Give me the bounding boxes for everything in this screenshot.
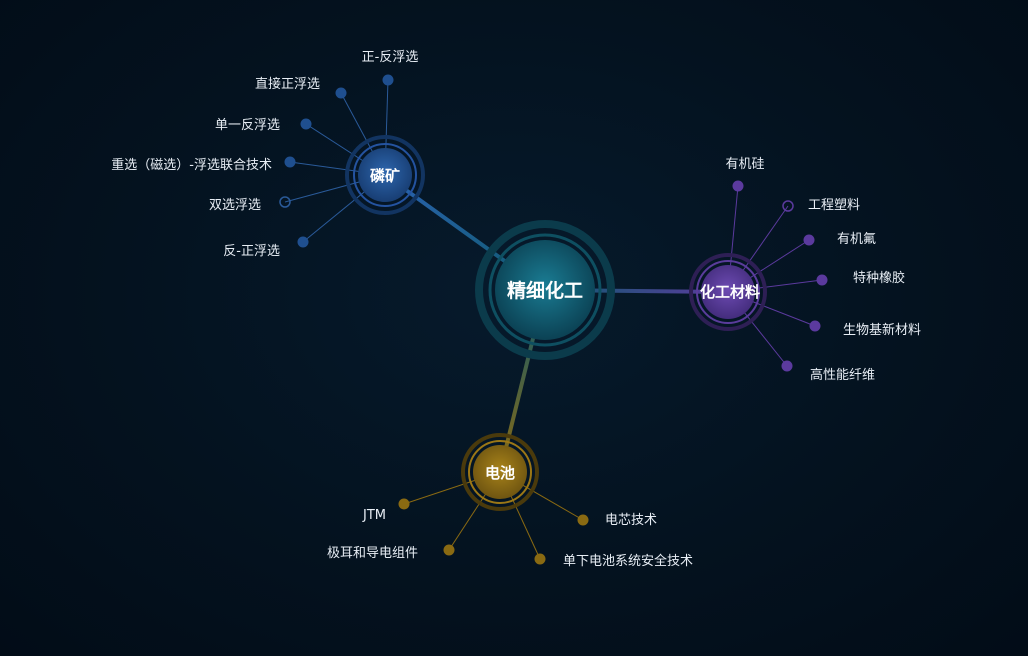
leaf-label: 极耳和导电组件 [327, 546, 418, 561]
leaf-node[interactable]: 双选浮选 [209, 196, 291, 213]
hub-label-chemical-materials: 化工材料 [700, 283, 760, 301]
leaf-label: 高性能纤维 [810, 367, 875, 383]
hub-label-battery: 电池 [485, 464, 515, 482]
leaf-label: 正-反浮选 [362, 50, 419, 65]
center-node[interactable]: 精细化工 [475, 220, 615, 360]
leaf-node[interactable]: 有机氟 [803, 232, 877, 247]
leaf-node[interactable]: 直接正浮选 [255, 76, 347, 99]
leaf-node[interactable]: 有机硅 [725, 157, 765, 192]
leaf-label: 电芯技术 [605, 513, 657, 528]
leaf-node[interactable]: 单一反浮选 [215, 118, 312, 133]
leaf-label: 有机氟 [837, 232, 876, 247]
leaf-node[interactable]: 极耳和导电组件 [327, 544, 455, 562]
leaf-node[interactable]: 正-反浮选 [362, 50, 419, 86]
leaf-node[interactable]: 反-正浮选 [223, 236, 309, 260]
leaf-label: 有机硅 [725, 157, 764, 172]
center-label: 精细化工 [507, 279, 583, 302]
leaf-label: JTM [362, 508, 386, 523]
leaf-label: 反-正浮选 [223, 244, 280, 259]
leaf-node[interactable]: 电芯技术 [577, 513, 658, 528]
leaf-label: 生物基新材料 [843, 322, 921, 338]
leaf-label: 直接正浮选 [255, 76, 320, 92]
hub-phosphate[interactable]: 磷矿 [345, 135, 425, 215]
leaf-node[interactable]: 重选（磁选）-浮选联合技术 [111, 156, 296, 174]
leaf-label: 单一反浮选 [215, 118, 280, 133]
leaf-label: 工程塑料 [808, 198, 860, 213]
leaf-node[interactable]: 生物基新材料 [809, 320, 922, 339]
leaf-label: 重选（磁选）-浮选联合技术 [111, 157, 272, 173]
leaf-label: 特种橡胶 [853, 270, 905, 286]
hub-chemical-materials[interactable]: 化工材料 [689, 253, 767, 331]
leaf-node[interactable]: 高性能纤维 [781, 360, 876, 384]
leaf-node[interactable]: JTM [362, 498, 410, 524]
leaf-node[interactable]: 特种橡胶 [816, 270, 906, 286]
leaf-node[interactable]: 单下电池系统安全技术 [534, 553, 694, 569]
leaf-node[interactable]: 工程塑料 [782, 198, 860, 213]
hub-label-phosphate: 磷矿 [370, 167, 400, 185]
leaf-label: 单下电池系统安全技术 [563, 553, 693, 569]
leaf-label: 双选浮选 [209, 198, 261, 213]
hub-battery[interactable]: 电池 [461, 433, 539, 511]
